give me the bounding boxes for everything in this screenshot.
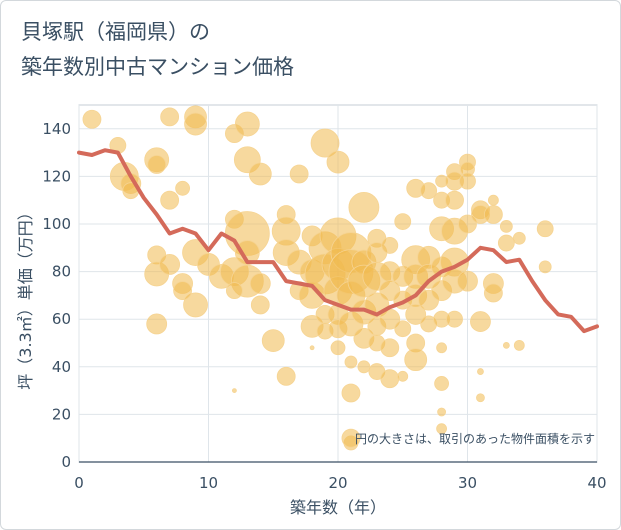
data-bubble — [437, 407, 447, 417]
bubble-layer — [82, 105, 554, 451]
y-tick-label: 0 — [61, 453, 71, 471]
data-bubble — [483, 205, 503, 224]
title-line-2: 築年数別中古マンション価格 — [21, 55, 294, 79]
data-bubble — [445, 190, 464, 210]
data-bubble — [309, 345, 315, 351]
data-bubble — [459, 172, 476, 190]
data-bubble — [536, 220, 554, 238]
data-bubble — [249, 273, 271, 294]
x-tick-label: 40 — [587, 474, 606, 492]
data-bubble — [231, 388, 237, 394]
data-bubble — [397, 370, 409, 382]
data-bubble — [476, 393, 485, 403]
data-bubble — [394, 213, 412, 231]
data-bubble — [261, 329, 285, 353]
data-bubble — [234, 240, 260, 265]
data-bubble — [175, 180, 191, 196]
axes: 0 20 40 60 80 100 120 140 0 10 20 30 40 — [42, 120, 606, 492]
x-tick-label: 30 — [458, 474, 477, 492]
data-bubble — [394, 320, 412, 338]
data-bubble — [457, 270, 478, 292]
y-axis-label: 坪（3.3㎡）単価（万円） — [16, 204, 35, 389]
title-line-1: 貝塚駅（福岡県）の — [21, 20, 210, 44]
data-bubble — [380, 338, 400, 358]
x-axis-label: 築年数（年） — [290, 498, 386, 517]
data-bubble — [420, 182, 438, 200]
data-bubble — [173, 281, 193, 301]
data-bubble — [405, 304, 427, 325]
data-bubble — [477, 368, 484, 375]
x-tick-label: 20 — [328, 474, 347, 492]
y-tick-label: 20 — [52, 405, 71, 423]
data-bubble — [436, 342, 448, 354]
data-bubble — [147, 155, 167, 174]
data-bubble — [344, 355, 358, 369]
data-bubble — [513, 339, 525, 351]
data-bubble — [499, 219, 513, 233]
average-price-line — [77, 148, 599, 334]
data-bubble — [276, 366, 296, 386]
data-bubble — [234, 111, 260, 137]
data-bubble — [497, 234, 515, 252]
data-bubble — [404, 348, 428, 372]
data-bubble — [512, 231, 526, 245]
data-bubble — [250, 295, 270, 315]
y-tick-label: 120 — [42, 167, 71, 185]
y-tick-label: 80 — [52, 263, 71, 281]
data-bubble — [341, 428, 361, 448]
data-bubble — [348, 191, 380, 223]
data-bubble — [436, 423, 448, 435]
data-bubble — [487, 194, 499, 206]
y-tick-label: 100 — [42, 215, 71, 233]
data-bubble — [289, 164, 309, 184]
data-bubble — [326, 150, 350, 174]
data-bubble — [538, 260, 552, 274]
data-bubble — [502, 341, 510, 349]
data-bubble — [470, 311, 491, 332]
data-bubble — [458, 214, 477, 234]
data-bubble — [330, 340, 346, 356]
data-bubble — [380, 369, 400, 389]
trend-line-layer — [77, 148, 599, 334]
y-tick-label: 140 — [42, 120, 71, 138]
data-bubble — [381, 237, 399, 254]
data-bubble — [248, 162, 272, 186]
x-tick-label: 0 — [74, 474, 84, 492]
data-bubble — [160, 190, 180, 210]
data-bubble — [160, 107, 180, 127]
data-bubble — [446, 310, 463, 328]
x-tick-label: 10 — [199, 474, 218, 492]
data-bubble — [310, 128, 340, 158]
data-bubble — [146, 313, 168, 335]
y-tick-label: 40 — [52, 358, 71, 376]
data-bubble — [341, 383, 361, 403]
data-bubble — [225, 282, 243, 300]
y-tick-label: 60 — [52, 310, 71, 328]
data-bubble — [434, 376, 450, 391]
data-bubble — [184, 112, 207, 136]
data-bubble — [183, 292, 208, 318]
data-bubble — [82, 109, 102, 129]
bubble-size-note: 円の大きさは、取引のあった物件面積を示す — [355, 431, 595, 446]
data-bubble — [159, 254, 181, 275]
data-bubble — [357, 360, 371, 374]
chart-title: 貝塚駅（福岡県）の 築年数別中古マンション価格 — [21, 15, 294, 85]
data-bubble — [483, 283, 503, 303]
